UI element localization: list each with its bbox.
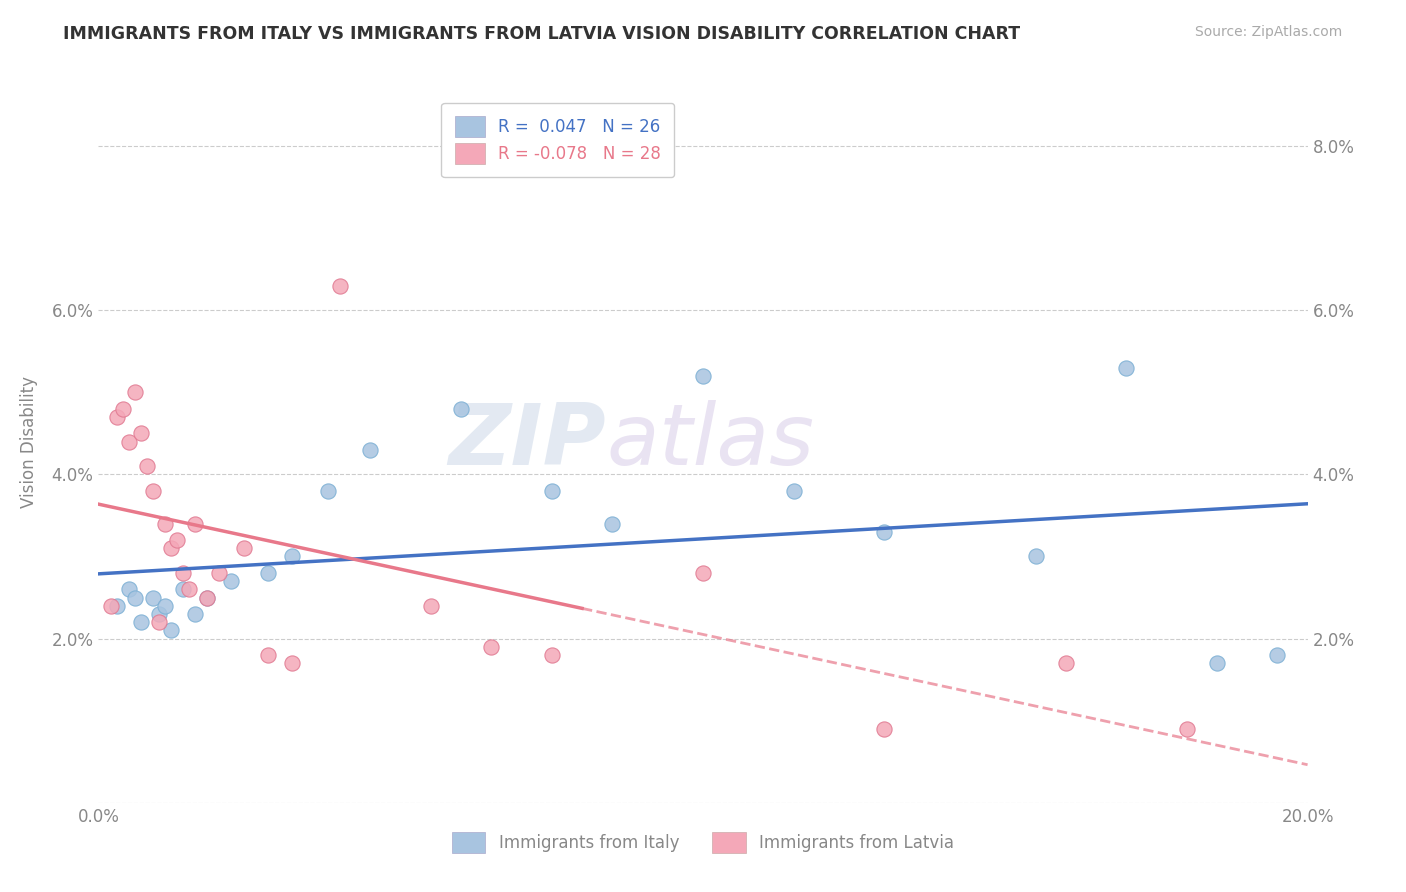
Point	[692, 368, 714, 383]
Point	[172, 582, 194, 597]
Point	[142, 483, 165, 498]
Point	[1024, 549, 1046, 564]
Point	[360, 442, 382, 457]
Point	[420, 599, 443, 613]
Point	[602, 516, 624, 531]
Point	[195, 591, 218, 605]
Point	[281, 657, 304, 671]
Point	[873, 722, 896, 736]
Point	[148, 615, 170, 630]
Point	[1115, 360, 1137, 375]
Point	[184, 607, 207, 621]
Point	[124, 385, 146, 400]
Point	[179, 582, 201, 597]
Point	[1206, 657, 1229, 671]
Legend: Immigrants from Italy, Immigrants from Latvia: Immigrants from Italy, Immigrants from L…	[446, 826, 960, 860]
Point	[100, 599, 122, 613]
Text: Source: ZipAtlas.com: Source: ZipAtlas.com	[1195, 25, 1343, 39]
Point	[184, 516, 207, 531]
Point	[692, 566, 714, 580]
Text: IMMIGRANTS FROM ITALY VS IMMIGRANTS FROM LATVIA VISION DISABILITY CORRELATION CH: IMMIGRANTS FROM ITALY VS IMMIGRANTS FROM…	[63, 25, 1021, 43]
Point	[166, 533, 188, 547]
Point	[160, 624, 183, 638]
Point	[105, 409, 128, 424]
Point	[208, 566, 231, 580]
Point	[105, 599, 128, 613]
Point	[118, 434, 141, 449]
Point	[481, 640, 503, 654]
Text: ZIP: ZIP	[449, 400, 606, 483]
Point	[329, 278, 352, 293]
Point	[316, 483, 339, 498]
Point	[160, 541, 183, 556]
Point	[256, 648, 278, 662]
Point	[195, 591, 218, 605]
Point	[256, 566, 278, 580]
Point	[142, 591, 165, 605]
Point	[1054, 657, 1077, 671]
Point	[232, 541, 254, 556]
Point	[540, 648, 562, 662]
Point	[118, 582, 141, 597]
Point	[153, 599, 176, 613]
Point	[281, 549, 304, 564]
Text: atlas: atlas	[606, 400, 814, 483]
Point	[129, 426, 152, 441]
Point	[540, 483, 562, 498]
Y-axis label: Vision Disability: Vision Disability	[20, 376, 38, 508]
Point	[153, 516, 176, 531]
Point	[124, 591, 146, 605]
Point	[221, 574, 243, 588]
Point	[172, 566, 194, 580]
Point	[148, 607, 170, 621]
Point	[129, 615, 152, 630]
Point	[135, 459, 157, 474]
Point	[783, 483, 806, 498]
Point	[873, 524, 896, 539]
Point	[111, 401, 134, 416]
Point	[1175, 722, 1198, 736]
Point	[450, 401, 472, 416]
Point	[1267, 648, 1289, 662]
